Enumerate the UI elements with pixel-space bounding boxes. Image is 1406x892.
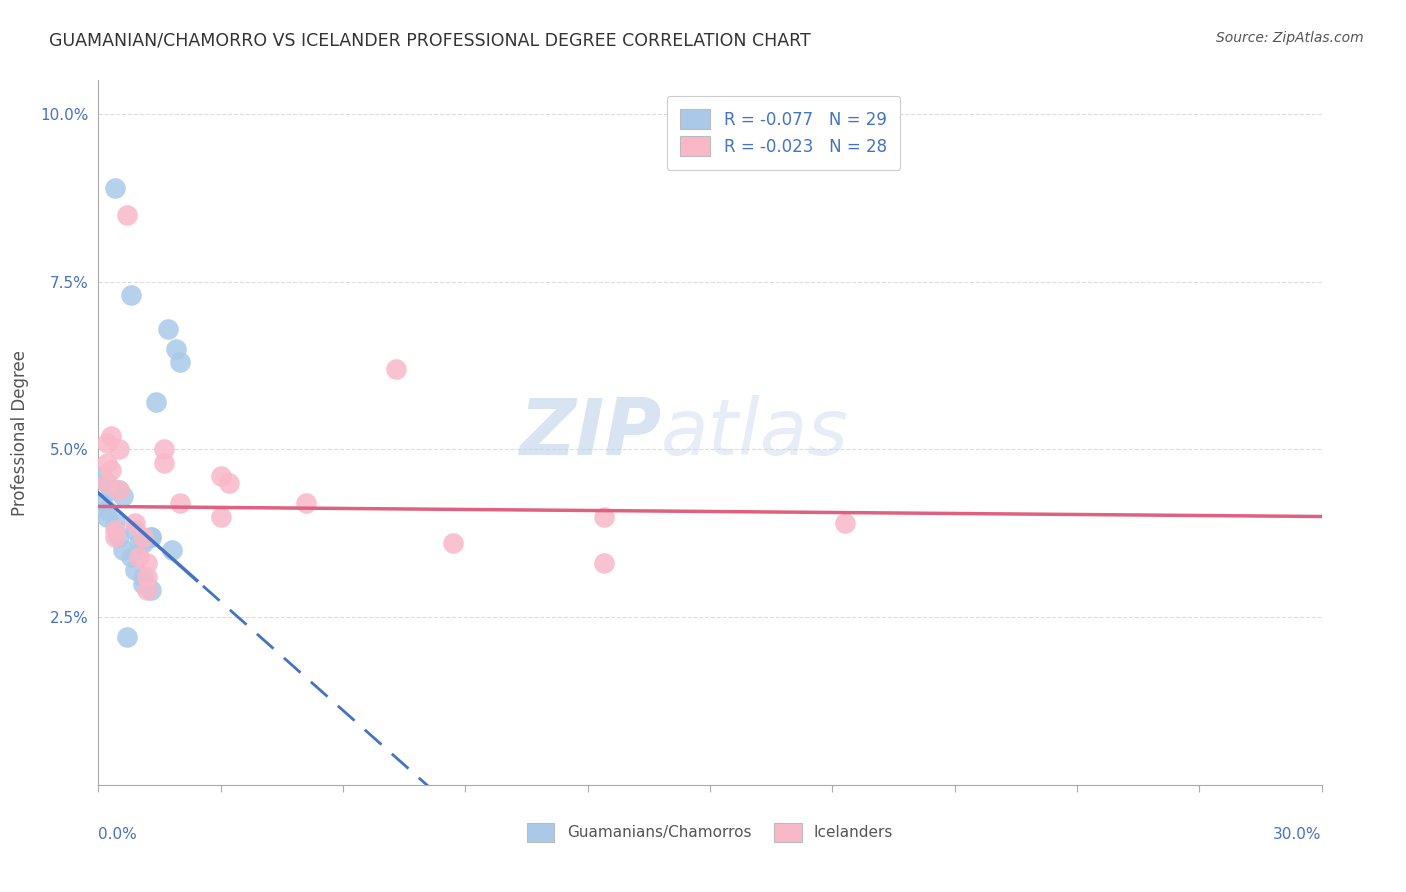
Point bbox=[145, 395, 167, 409]
Point bbox=[104, 516, 127, 531]
Text: 0.0%: 0.0% bbox=[98, 827, 138, 842]
Point bbox=[124, 523, 146, 537]
Point bbox=[100, 483, 122, 497]
Point bbox=[96, 503, 118, 517]
Point bbox=[136, 557, 159, 571]
Point bbox=[385, 362, 408, 376]
Point bbox=[104, 530, 127, 544]
Point bbox=[218, 475, 240, 490]
Point bbox=[834, 516, 856, 531]
Point bbox=[100, 462, 122, 476]
Point bbox=[128, 536, 150, 550]
Y-axis label: Professional Degree: Professional Degree bbox=[11, 350, 30, 516]
Point bbox=[108, 530, 131, 544]
Point bbox=[132, 570, 155, 584]
Point bbox=[132, 536, 155, 550]
Point bbox=[96, 475, 118, 490]
Point bbox=[132, 576, 155, 591]
Point bbox=[108, 442, 131, 457]
Point bbox=[104, 180, 127, 194]
Text: ZIP: ZIP bbox=[519, 394, 661, 471]
Text: Source: ZipAtlas.com: Source: ZipAtlas.com bbox=[1216, 31, 1364, 45]
Point bbox=[115, 630, 138, 644]
Point bbox=[124, 516, 146, 531]
Point bbox=[91, 496, 114, 510]
Point bbox=[96, 456, 118, 470]
Point bbox=[169, 355, 191, 369]
Point bbox=[295, 496, 318, 510]
Point bbox=[111, 543, 134, 558]
Text: atlas: atlas bbox=[661, 394, 849, 471]
Point bbox=[108, 483, 131, 497]
Text: GUAMANIAN/CHAMORRO VS ICELANDER PROFESSIONAL DEGREE CORRELATION CHART: GUAMANIAN/CHAMORRO VS ICELANDER PROFESSI… bbox=[49, 31, 811, 49]
Point bbox=[111, 489, 134, 503]
Point bbox=[169, 496, 191, 510]
Point bbox=[128, 549, 150, 564]
Point bbox=[136, 570, 159, 584]
Point bbox=[100, 429, 122, 443]
Point bbox=[209, 509, 232, 524]
Point bbox=[124, 563, 146, 577]
Text: 30.0%: 30.0% bbox=[1274, 827, 1322, 842]
Point bbox=[136, 583, 159, 598]
Legend: Guamanians/Chamorros, Icelanders: Guamanians/Chamorros, Icelanders bbox=[520, 817, 900, 847]
Point bbox=[156, 321, 179, 335]
Point bbox=[96, 509, 118, 524]
Point bbox=[209, 469, 232, 483]
Point bbox=[91, 469, 114, 483]
Point bbox=[108, 483, 131, 497]
Point bbox=[115, 207, 138, 221]
Point bbox=[104, 523, 127, 537]
Point bbox=[96, 475, 118, 490]
Point bbox=[593, 509, 616, 524]
Point bbox=[132, 530, 155, 544]
Point bbox=[152, 442, 174, 457]
Point bbox=[96, 435, 118, 450]
Point bbox=[141, 530, 163, 544]
Point bbox=[165, 342, 187, 356]
Point bbox=[441, 536, 464, 550]
Point bbox=[152, 456, 174, 470]
Point bbox=[141, 583, 163, 598]
Point bbox=[160, 543, 183, 558]
Point bbox=[120, 288, 142, 302]
Point bbox=[593, 557, 616, 571]
Point bbox=[120, 549, 142, 564]
Point bbox=[141, 530, 163, 544]
